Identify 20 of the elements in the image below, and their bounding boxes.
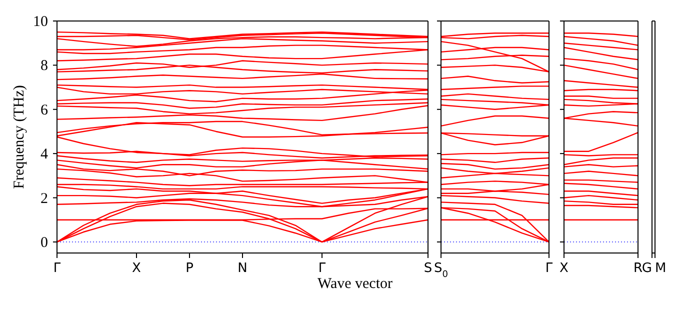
x-tick-label: P	[186, 261, 194, 276]
x-tick-label: R	[633, 261, 643, 276]
x-tick-label: S	[424, 261, 432, 276]
x-tick-label: Γ	[318, 261, 326, 276]
y-tick-label: 4	[40, 146, 48, 163]
x-tick-label: X	[132, 261, 142, 276]
x-axis-title: Wave vector	[318, 276, 392, 293]
x-tick-label: G	[642, 261, 652, 276]
y-tick-label: 0	[40, 234, 48, 251]
x-tick-label: M	[655, 261, 666, 276]
y-axis-title: Frequency (THz)	[12, 85, 28, 189]
x-tick-label: Γ	[53, 261, 62, 276]
y-tick-label: 6	[40, 102, 48, 118]
y-tick-label: 10	[33, 14, 48, 30]
x-tick-label: X	[560, 261, 569, 276]
y-tick-label: 2	[40, 190, 48, 207]
x-tick-label: S$_{0}$	[434, 261, 448, 280]
x-tick-label: N	[238, 261, 248, 276]
y-tick-label: 8	[40, 58, 48, 74]
x-tick-label: Γ	[545, 261, 554, 276]
